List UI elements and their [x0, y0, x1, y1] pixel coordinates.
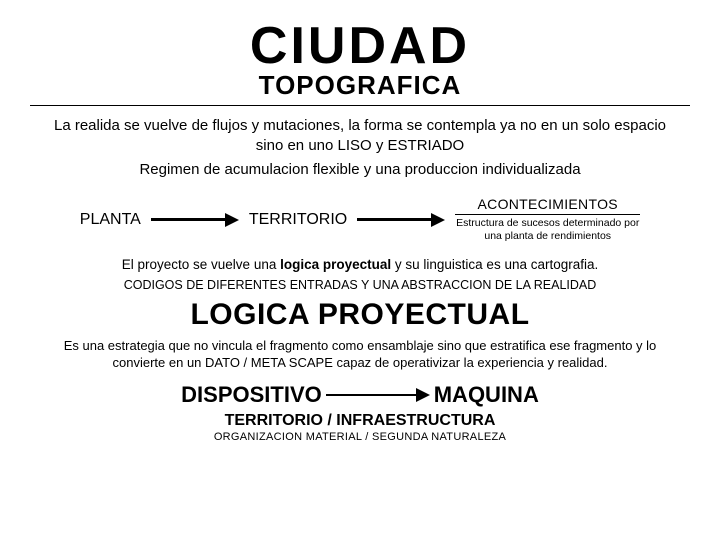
- logica-title: LOGICA PROYECTUAL: [30, 298, 690, 332]
- intro-paragraph-2: Regimen de acumulacion flexible y una pr…: [40, 161, 680, 178]
- flow-node-territorio: TERRITORIO: [249, 211, 347, 229]
- dispositivo-label: DISPOSITIVO: [181, 382, 322, 408]
- mid-paragraph: El proyecto se vuelve una logica proyect…: [30, 257, 690, 272]
- flow-node-planta: PLANTA: [80, 211, 141, 229]
- header-rule: [30, 105, 690, 106]
- main-title: CIUDAD: [30, 20, 690, 72]
- dispositivo-row: DISPOSITIVO MAQUINA: [30, 382, 690, 408]
- mid-p-pre: El proyecto se vuelve una: [122, 257, 280, 272]
- subtitle: TOPOGRAFICA: [30, 70, 690, 101]
- flow-node-acontecimientos: ACONTECIMIENTOS Estructura de sucesos de…: [455, 196, 640, 243]
- arrow-icon: [357, 213, 445, 227]
- footer-line-1: TERRITORIO / INFRAESTRUCTURA: [30, 412, 690, 430]
- arrow-icon: [151, 213, 239, 227]
- mid-p-bold: logica proyectual: [280, 257, 391, 272]
- mid-p-post: y su linguistica es una cartografia.: [391, 257, 598, 272]
- flow-diagram: PLANTA TERRITORIO ACONTECIMIENTOS Estruc…: [30, 196, 690, 243]
- arrow-icon: [326, 388, 430, 402]
- header-block: CIUDAD TOPOGRAFICA: [30, 20, 690, 101]
- acont-title: ACONTECIMIENTOS: [478, 196, 618, 212]
- intro-paragraph-1: La realida se vuelve de flujos y mutacio…: [40, 116, 680, 155]
- acont-desc: Estructura de sucesos determinado por un…: [455, 217, 640, 243]
- logica-paragraph: Es una estrategia que no vincula el frag…: [60, 338, 660, 372]
- acont-rule: [455, 214, 640, 215]
- footer-line-2: ORGANIZACION MATERIAL / SEGUNDA NATURALE…: [30, 431, 690, 443]
- maquina-label: MAQUINA: [434, 382, 539, 408]
- mid-codes: CODIGOS DE DIFERENTES ENTRADAS Y UNA ABS…: [30, 278, 690, 292]
